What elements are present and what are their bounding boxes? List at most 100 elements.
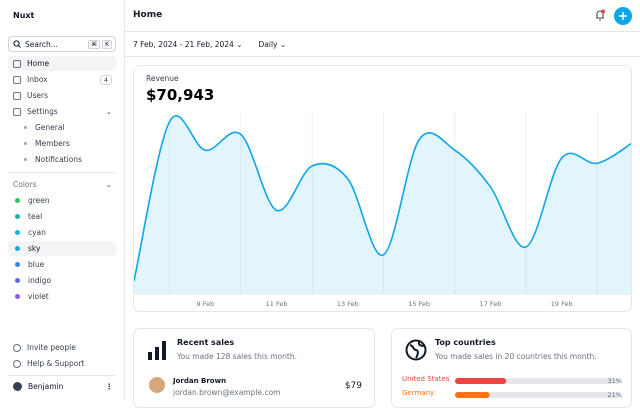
percent-label: 31% — [608, 377, 622, 385]
area-fill — [134, 115, 631, 294]
nav-item[interactable]: sky — [8, 241, 116, 256]
period-label: Daily — [258, 39, 278, 49]
chart-title: Revenue — [146, 74, 179, 83]
header: Home — [125, 0, 640, 32]
toolbar: 7 Feb, 2024 - 21 Feb, 2024 ⌄ Daily ⌄ — [125, 32, 640, 57]
nav-item[interactable]: teal — [8, 209, 116, 224]
page-title: Home — [133, 10, 163, 20]
kbd: K — [102, 39, 112, 49]
nav-item[interactable]: green — [8, 193, 116, 208]
date-range-label: 7 Feb, 2024 - 21 Feb, 2024 — [133, 39, 234, 49]
bar — [455, 392, 490, 398]
nav-item[interactable]: blue — [8, 257, 116, 272]
bullet — [24, 142, 27, 145]
color-dot — [15, 294, 20, 299]
add-button[interactable] — [614, 7, 632, 25]
country-name: United States — [402, 375, 450, 383]
color-label: green — [28, 196, 50, 205]
nav-label: General — [35, 123, 65, 132]
divider — [8, 172, 116, 173]
customer-email: jordan.brown@example.com — [173, 388, 281, 397]
nav-item[interactable]: Settings ⌄ — [8, 104, 116, 119]
user-name: Benjamin — [28, 382, 64, 391]
x-tick-label: 11 Feb — [266, 300, 288, 308]
divider — [8, 375, 116, 376]
country-bars: United States 31% Germany 21% — [402, 375, 622, 399]
nav-label: Inbox — [27, 75, 48, 84]
sale-amount: $79 — [344, 381, 362, 391]
percent-label: 21% — [608, 391, 622, 399]
nav-label: Home — [27, 59, 50, 68]
line — [134, 115, 631, 282]
section-title: Colors — [13, 180, 37, 189]
nav-item[interactable]: Users — [8, 88, 116, 103]
nav-label: Members — [35, 139, 70, 148]
footer-icon — [13, 359, 21, 368]
bullet — [24, 158, 27, 161]
nav-item[interactable]: cyan — [8, 225, 116, 240]
sidebar: Nuxt Search... ⌘ K Home Inbox 4 Users Settin… — [0, 0, 125, 400]
nav-item[interactable]: General — [8, 120, 116, 135]
color-label: sky — [28, 244, 41, 253]
nav-label: Settings — [27, 107, 58, 116]
color-dot — [15, 214, 20, 219]
nav-item[interactable]: Help & Support — [8, 356, 116, 371]
color-label: teal — [28, 212, 43, 221]
country-name: Germany — [402, 389, 434, 397]
nav-item[interactable]: indigo — [8, 273, 116, 288]
nav-icon — [13, 91, 21, 100]
customer-name: Jordan Brown — [173, 377, 227, 385]
color-dot — [15, 230, 20, 235]
card-subtitle: You made sales in 20 countries this mont… — [435, 352, 597, 361]
nav-item[interactable]: Invite people — [8, 340, 116, 355]
bullet — [24, 126, 27, 129]
nav-item[interactable]: violet — [8, 289, 116, 304]
x-tick-label: 15 Feb — [408, 300, 430, 308]
nav-icon — [13, 59, 21, 68]
footer-label: Help & Support — [27, 359, 85, 368]
color-label: cyan — [28, 228, 46, 237]
nav-item[interactable]: Colors ⌄ — [8, 177, 116, 192]
countries-card: Top countries You made sales in 20 count… — [391, 328, 632, 408]
search-icon — [13, 40, 21, 48]
date-range[interactable]: 7 Feb, 2024 - 21 Feb, 2024 ⌄ — [133, 39, 243, 49]
nav-icon — [13, 75, 21, 84]
nav-label: Users — [27, 91, 49, 100]
x-tick-label: 9 Feb — [196, 300, 214, 308]
avatar — [13, 382, 22, 391]
nav-icon — [13, 107, 21, 116]
revenue-card: Revenue $70,943 9 Feb 11 Feb 13 Feb 15 Feb 1… — [133, 65, 632, 312]
search-box[interactable]: Search... ⌘ K — [8, 36, 116, 52]
color-label: violet — [28, 292, 49, 301]
nav-item[interactable]: Home — [8, 56, 116, 71]
card-title: Recent sales — [177, 338, 235, 347]
more-icon: ⋮ — [105, 382, 114, 391]
nav-item[interactable]: Notifications — [8, 152, 116, 167]
brand: Nuxt — [13, 11, 35, 20]
card-title: Top countries — [435, 338, 496, 347]
color-dot — [15, 278, 20, 283]
chevron: ⌄ — [105, 107, 112, 116]
nav-item[interactable]: Members — [8, 136, 116, 151]
nav-badge: 4 — [99, 74, 112, 85]
color-dot — [15, 246, 20, 251]
card-subtitle: You made 128 sales this month. — [177, 352, 297, 361]
nav-item[interactable]: Inbox 4 — [8, 72, 116, 87]
nav-label: Notifications — [35, 155, 82, 164]
sales-card: Recent sales You made 128 sales this mon… — [133, 328, 375, 408]
period-select[interactable]: Daily ⌄ — [258, 39, 287, 49]
globe-icon — [405, 339, 427, 361]
user-menu[interactable]: Benjamin ⋮ — [13, 382, 113, 391]
notifications[interactable] — [594, 9, 606, 21]
sales-icon — [148, 341, 166, 360]
color-label: indigo — [28, 276, 52, 285]
bar-track — [455, 392, 620, 398]
color-dot — [15, 262, 20, 267]
chart-subtitle: $70,943 — [146, 86, 214, 104]
kbd: ⌘ — [88, 39, 101, 49]
footer-icon — [13, 343, 21, 352]
x-tick-label: 17 Feb — [479, 300, 501, 308]
x-tick-label: 19 Feb — [551, 300, 573, 308]
avatar — [149, 377, 165, 393]
